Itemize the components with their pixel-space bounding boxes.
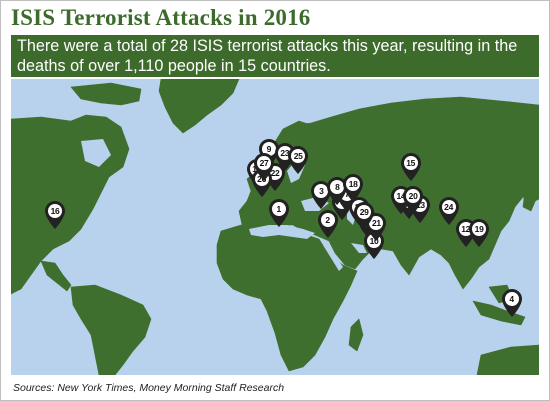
attack-marker-20: 20: [403, 185, 424, 214]
page-title: ISIS Terrorist Attacks in 2016: [11, 5, 311, 30]
attack-marker-number: 15: [403, 155, 418, 170]
attack-marker-16: 16: [45, 201, 65, 230]
attack-marker-number: 9: [261, 142, 276, 157]
landmass-australia: [476, 344, 539, 375]
attack-marker-number: 24: [441, 200, 456, 215]
attack-marker-number: 4: [504, 292, 519, 306]
attack-marker-number: 12: [458, 222, 473, 237]
attack-marker-number: 29: [357, 205, 372, 220]
attack-marker-8: 8: [327, 177, 348, 206]
water-red-sea: [323, 243, 343, 271]
landmass-madagascar: [348, 318, 364, 352]
attack-marker-number: 1: [271, 201, 286, 216]
attack-marker-number: 8: [330, 180, 345, 195]
landmass-south-america: [70, 284, 152, 375]
landmass-arctic-islands: [70, 82, 142, 106]
attack-marker-number: 2: [320, 212, 335, 227]
landmass-central-america: [40, 260, 72, 292]
attack-marker-2: 2: [317, 209, 338, 238]
water-persian-gulf: [351, 243, 367, 253]
water-hudson-bay: [81, 139, 111, 167]
attack-marker-number: 21: [369, 216, 384, 231]
attack-marker-number: 19: [472, 222, 487, 237]
attack-marker-25: 25: [288, 146, 309, 175]
attack-marker-1: 1: [268, 198, 289, 227]
attack-marker-number: 3: [314, 184, 329, 199]
attack-marker-number: 18: [346, 177, 361, 192]
attack-marker-18: 18: [343, 174, 364, 203]
attack-marker-number: 25: [291, 149, 306, 164]
world-map: 1234567891011121314151617181920212223242…: [11, 79, 539, 375]
landmass-japan: [522, 180, 538, 212]
attack-marker-number: 20: [406, 188, 421, 203]
landmass-indonesia: [472, 300, 526, 326]
landmass-greenland: [158, 79, 240, 134]
attack-markers: 1234567891011121314151617181920212223242…: [11, 79, 539, 375]
attack-marker-number: 16: [48, 204, 62, 219]
attack-marker-15: 15: [400, 152, 421, 181]
landmass-africa: [216, 224, 358, 372]
attack-marker-4: 4: [501, 289, 522, 317]
attack-marker-number: 27: [257, 155, 271, 170]
attack-marker-24: 24: [438, 197, 459, 226]
subtitle-text: There were a total of 28 ISIS terrorist …: [17, 37, 518, 75]
attack-marker-3: 3: [311, 181, 332, 210]
attack-marker-27: 27: [254, 152, 274, 181]
attack-marker-19: 19: [469, 219, 490, 248]
water-mediterranean: [249, 225, 315, 239]
subtitle-banner: There were a total of 28 ISIS terrorist …: [11, 35, 539, 77]
attack-marker-29: 29: [354, 202, 375, 231]
source-note: Sources: New York Times, Money Morning S…: [13, 382, 285, 394]
